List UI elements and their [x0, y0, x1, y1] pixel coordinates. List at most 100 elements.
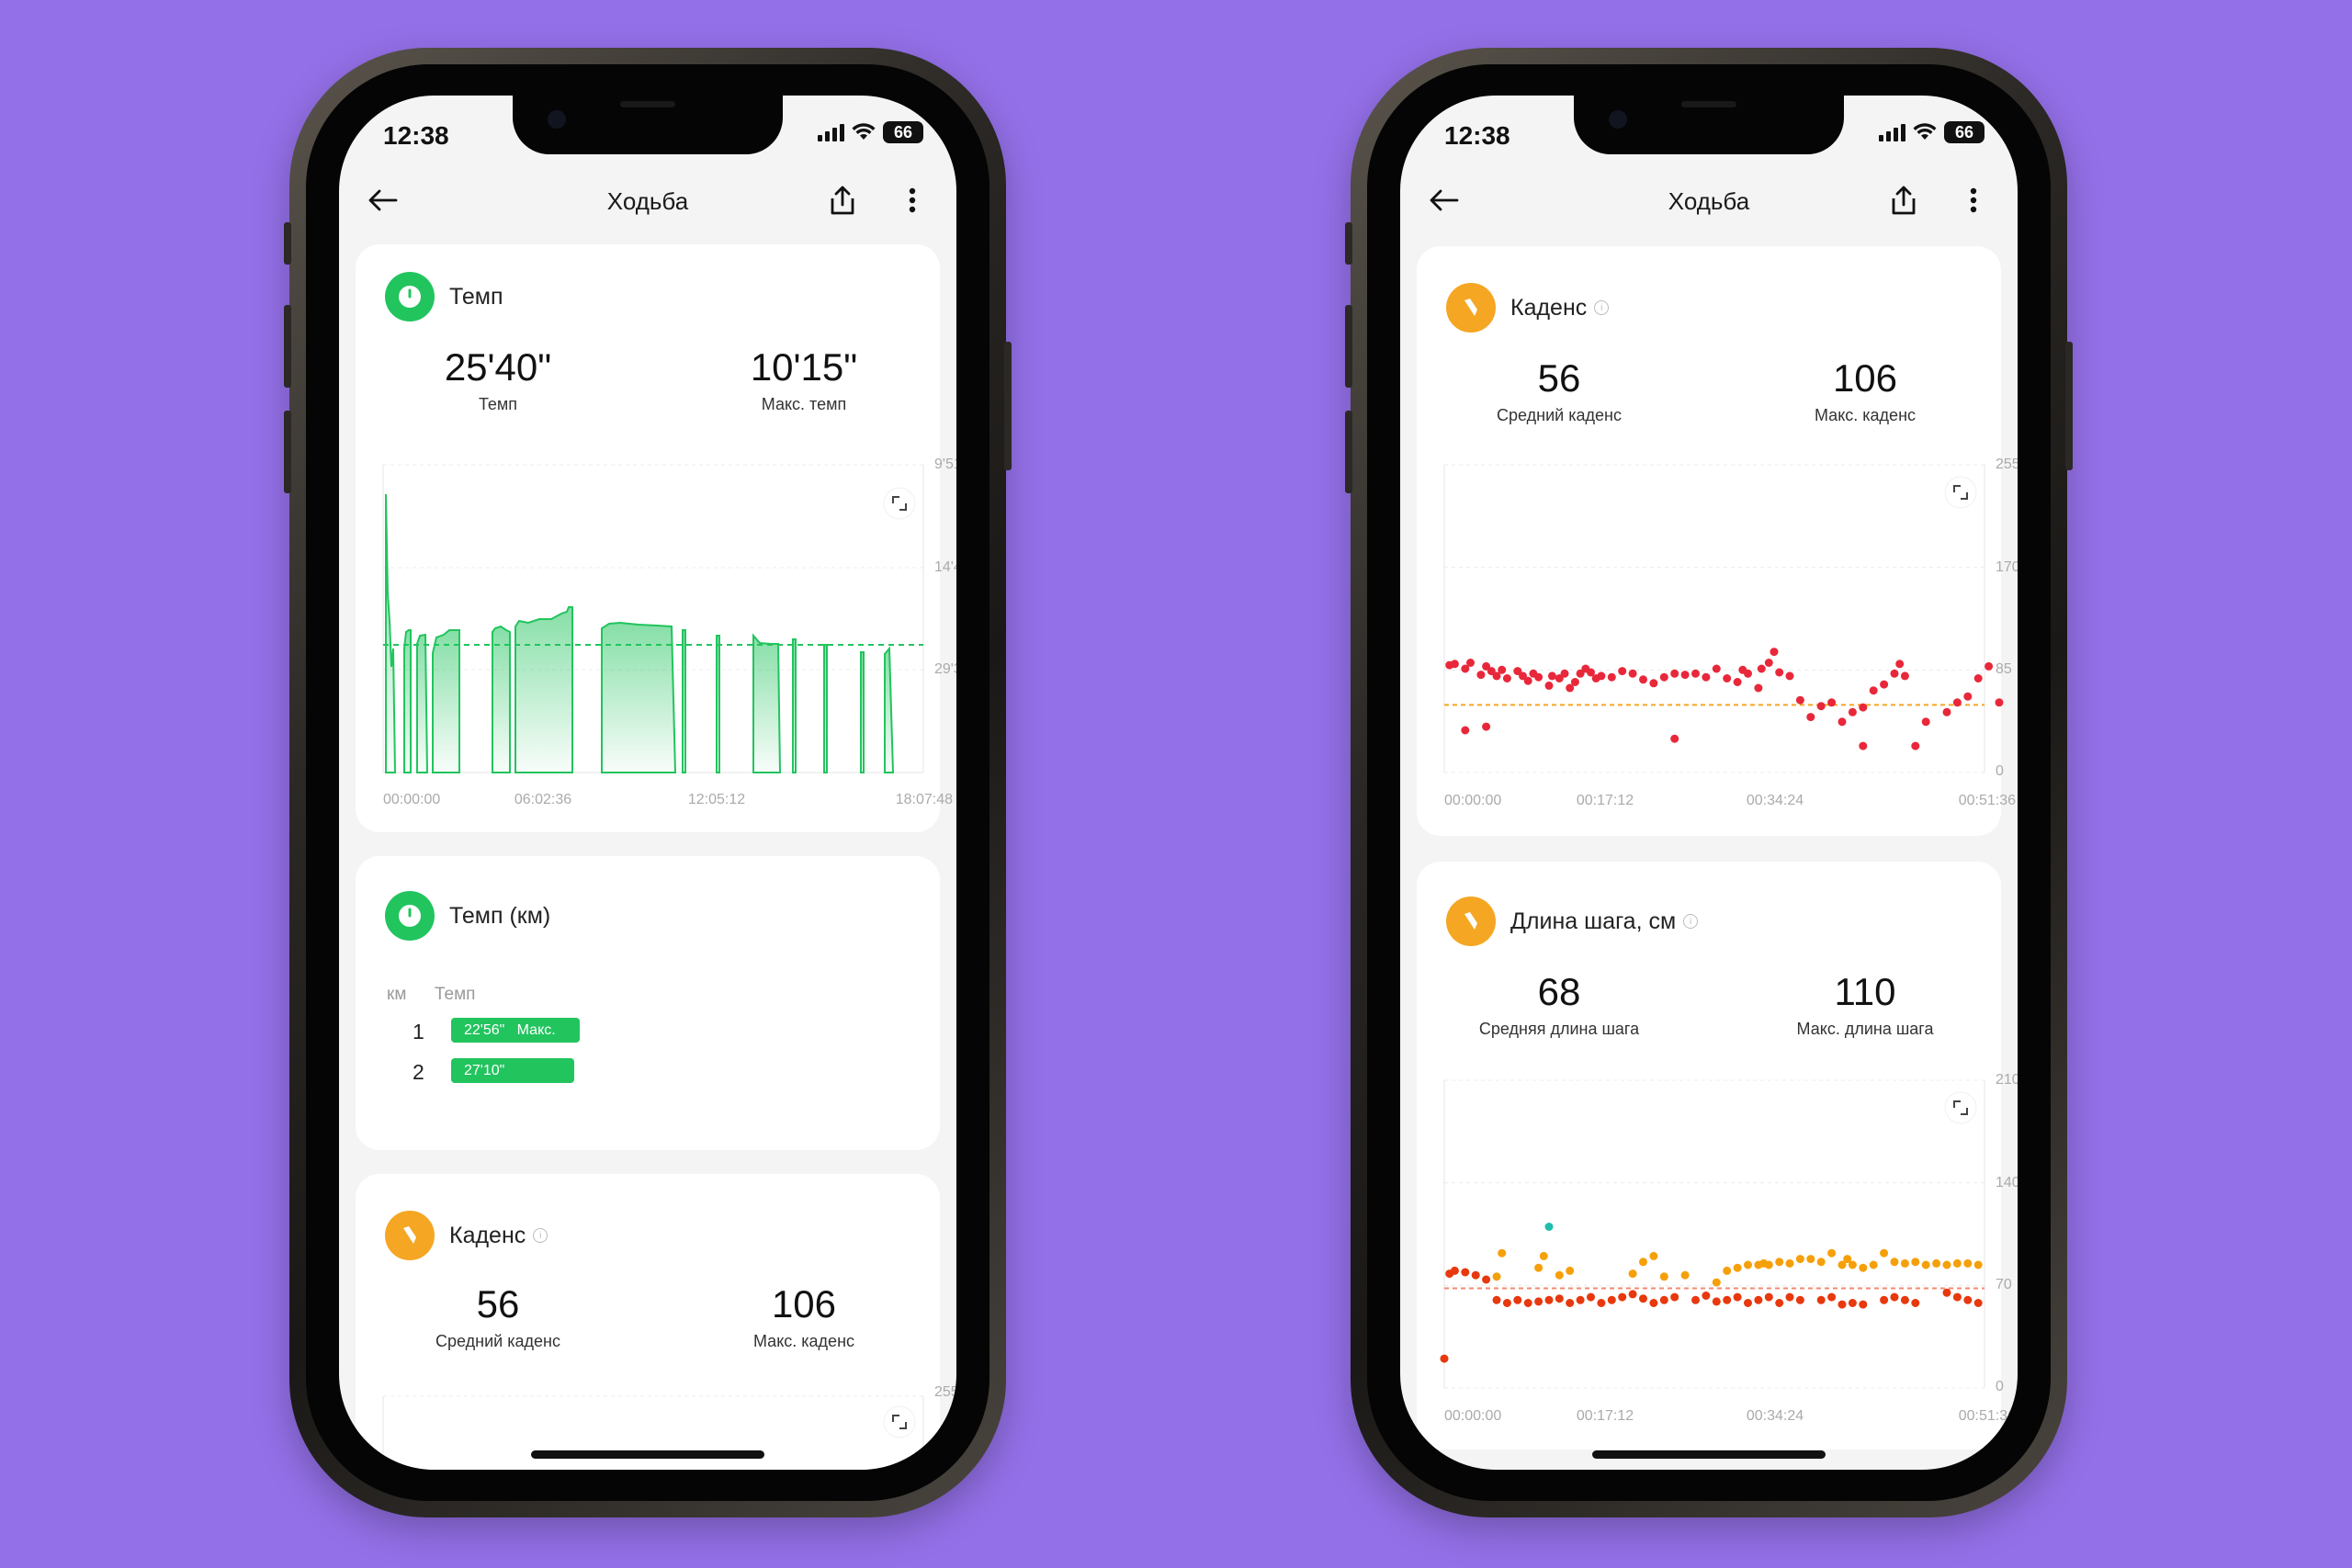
- stride-point: [1597, 1299, 1606, 1307]
- cadence-chart: 255 170 85 0 00:00:00 00:17:12 00:34:24 …: [1443, 457, 2018, 808]
- stride-x-tick-label: 00:00:00: [1444, 1408, 1501, 1424]
- stride-y-tick-label: 0: [1996, 1379, 2004, 1394]
- arrow-left-icon[interactable]: [1420, 176, 1468, 224]
- notch: [513, 96, 783, 154]
- split-badge-max: Макс.: [516, 1022, 556, 1038]
- arrow-left-icon[interactable]: [359, 176, 407, 224]
- cadence-point: [1461, 726, 1470, 735]
- info-icon[interactable]: i: [1594, 300, 1610, 315]
- app-header: Ходьба: [1400, 173, 2018, 237]
- stride-point: [1785, 1292, 1794, 1302]
- stride-point: [1461, 1268, 1470, 1277]
- pace-expand-button[interactable]: [883, 487, 916, 520]
- cadence-point: [1502, 674, 1511, 682]
- cadence-chart-partial: 255 170: [382, 1385, 956, 1470]
- cadence-card-header: Каденс i: [385, 1211, 548, 1260]
- pace-km-title: Темп (км): [449, 902, 551, 929]
- cadence-point: [1754, 683, 1763, 693]
- stopwatch-icon: [385, 891, 435, 941]
- battery-icon: 66: [1944, 121, 1984, 143]
- cadence-avg-label: Средний каденс: [435, 1332, 560, 1350]
- wifi-icon: [1913, 123, 1937, 140]
- shoe-icon: [385, 1211, 435, 1260]
- app-header: Ходьба: [339, 173, 956, 237]
- stride-point: [1702, 1292, 1711, 1300]
- stride-point: [1932, 1258, 1941, 1268]
- cadence-point: [1984, 661, 1994, 671]
- cadence-point: [1848, 707, 1857, 716]
- cadence-expand-button[interactable]: [883, 1405, 916, 1438]
- stride-point: [1952, 1258, 1962, 1268]
- stride-point: [1502, 1299, 1511, 1307]
- stride-point: [1513, 1295, 1522, 1304]
- stride-card: Длина шага, см i 68 Средняя длина шага 1…: [1417, 862, 2018, 1450]
- share-icon[interactable]: [819, 176, 866, 224]
- info-icon[interactable]: i: [1683, 914, 1699, 929]
- cadence-point: [1670, 734, 1679, 743]
- cadence-point: [1816, 702, 1826, 711]
- stride-point: [1900, 1258, 1909, 1268]
- stride-point: [1963, 1258, 1973, 1268]
- pace-area: [385, 493, 895, 773]
- home-indicator[interactable]: [531, 1450, 764, 1459]
- split-km-1: 1: [413, 1020, 424, 1043]
- wifi-icon: [852, 123, 876, 140]
- pace-x-tick-label: 00:00:00: [383, 792, 440, 807]
- cadence-point: [1838, 717, 1847, 727]
- stride-point: [1534, 1263, 1544, 1272]
- share-icon[interactable]: [1880, 176, 1928, 224]
- stride-chart: 210 140 70 0 00:00:00 00:17:12 00:34:24 …: [1440, 1072, 2018, 1424]
- cadence-point: [1587, 668, 1595, 677]
- stride-y-tick-label: 70: [1996, 1277, 2012, 1292]
- stride-point: [1848, 1299, 1857, 1307]
- stride-point: [1555, 1294, 1564, 1303]
- stride-point: [1890, 1292, 1899, 1302]
- cadence-point: [1461, 664, 1470, 673]
- cadence-point: [1482, 722, 1491, 731]
- stride-point: [1827, 1248, 1837, 1258]
- stride-point: [1649, 1299, 1658, 1307]
- stride-point: [1544, 1295, 1554, 1304]
- cadence-avg-stat: 56 Средний каденс: [1403, 356, 1715, 425]
- cadence-point: [1764, 659, 1773, 667]
- cadence-point: [1560, 669, 1569, 678]
- cadence-point: [1942, 707, 1951, 716]
- cadence-point: [1911, 741, 1920, 750]
- cadence-avg-stat: 56 Средний каденс: [342, 1282, 654, 1351]
- stride-point: [1576, 1295, 1585, 1304]
- cadence-point: [1618, 667, 1627, 676]
- cadence-x-tick-label: 00:00:00: [1444, 793, 1501, 808]
- cadence-point: [1498, 665, 1507, 674]
- stride-point: [1775, 1258, 1784, 1267]
- cadence-point: [1895, 660, 1905, 669]
- cadence-point: [1827, 698, 1837, 707]
- more-vertical-icon[interactable]: [888, 176, 936, 224]
- stride-point: [1744, 1260, 1752, 1269]
- cadence-expand-button[interactable]: [1944, 476, 1977, 509]
- power-button: [1004, 342, 1012, 470]
- stride-expand-button[interactable]: [1944, 1091, 1977, 1124]
- pace-y-tick-label: 29'35": [934, 661, 956, 677]
- silent-switch: [1345, 222, 1352, 265]
- pace-km-col-pace: Темп: [435, 985, 476, 1004]
- stride-point: [1816, 1295, 1826, 1304]
- more-vertical-icon[interactable]: [1950, 176, 1997, 224]
- pace-card: Темп 25'40" Темп 10'15" Макс. темп: [356, 244, 956, 832]
- cadence-x-tick-label: 00:34:24: [1747, 793, 1804, 808]
- stride-point: [1921, 1260, 1930, 1269]
- stride-point: [1639, 1258, 1647, 1267]
- home-indicator[interactable]: [1592, 1450, 1826, 1459]
- info-icon[interactable]: i: [533, 1228, 548, 1243]
- cadence-point: [1973, 674, 1983, 682]
- stride-point: [1723, 1295, 1732, 1304]
- cadence-point: [1659, 672, 1668, 682]
- cadence-point: [1691, 669, 1700, 678]
- silent-switch: [284, 222, 291, 265]
- pace-title: Темп: [449, 283, 503, 310]
- stride-point: [1754, 1295, 1763, 1304]
- stride-point: [1492, 1272, 1501, 1281]
- status-time: 12:38: [1444, 121, 1510, 150]
- cadence-point: [1476, 671, 1486, 680]
- stride-x-tick-label: 00:34:24: [1747, 1408, 1804, 1424]
- cadence-point: [1770, 648, 1779, 657]
